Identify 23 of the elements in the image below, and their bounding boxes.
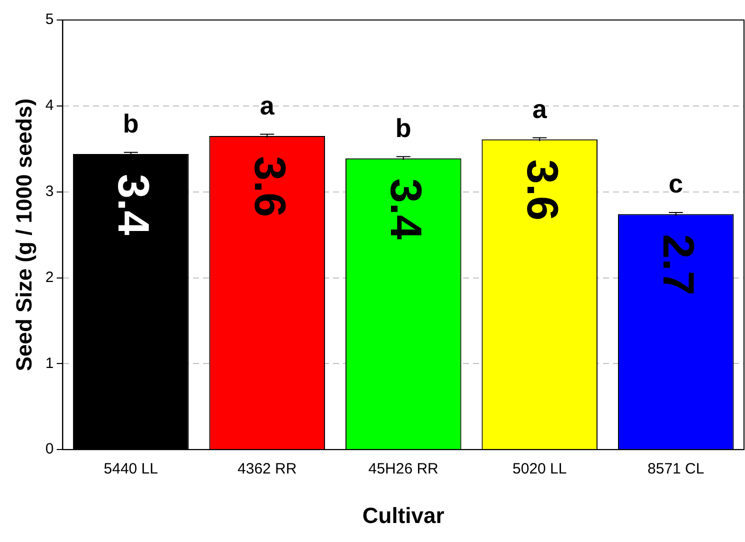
annotation: b [122, 108, 139, 138]
y-tick-label: 4 [45, 97, 54, 114]
y-tick-label: 3 [45, 182, 54, 200]
y-tick-label: 2 [45, 268, 54, 286]
annotation: b [395, 112, 412, 143]
x-axis-title: Cultivar [362, 502, 445, 528]
data-label: 3.6 [517, 159, 566, 221]
data-label: 2.7 [654, 234, 703, 296]
x-tick-label: 45H26 RR [368, 460, 439, 478]
data-label: 3.6 [244, 156, 294, 218]
data-label: 3.4 [108, 174, 158, 236]
x-tick-label: 5020 LL [512, 460, 567, 478]
annotation: c [668, 168, 684, 199]
x-tick-label: 5440 LL [104, 460, 158, 478]
y-tick-label: 0 [45, 440, 54, 458]
annotation: a [532, 94, 548, 124]
x-tick-label: 4362 RR [238, 460, 297, 478]
data-label: 3.4 [381, 178, 430, 240]
y-axis-title: Seed Size (g / 1000 seeds) [11, 98, 36, 372]
y-tick-label: 1 [45, 354, 54, 372]
x-tick-label: 8571 CL [648, 460, 704, 478]
annotation: a [260, 90, 275, 120]
y-tick-label: 5 [45, 11, 54, 28]
